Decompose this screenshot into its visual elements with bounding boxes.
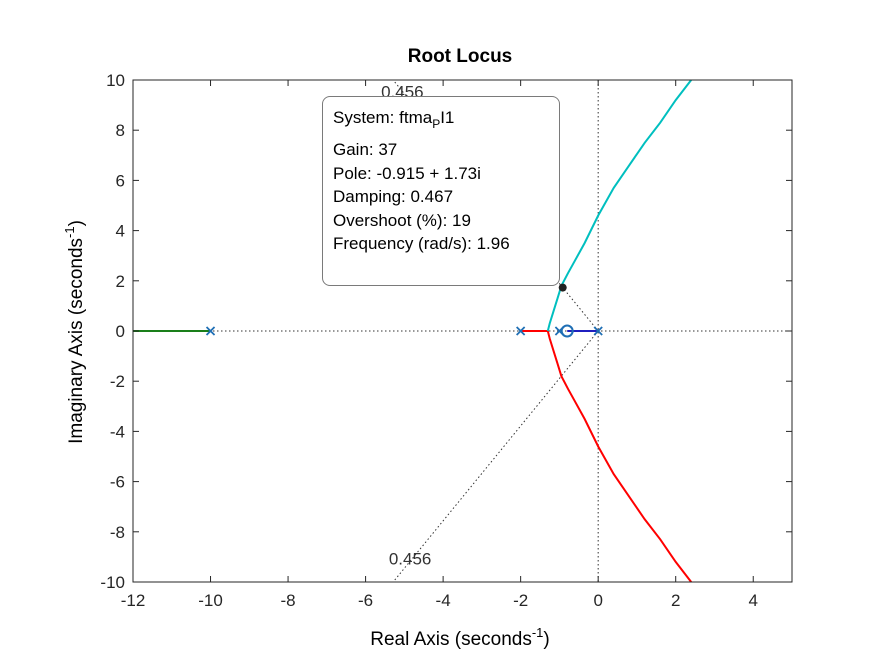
y-tick-label: 2 xyxy=(116,272,125,291)
x-tick-label: -2 xyxy=(513,591,528,610)
y-tick-label: 8 xyxy=(116,121,125,140)
datatip-damping: Damping: 0.467 xyxy=(333,187,454,206)
datatip-pole: Pole: -0.915 + 1.73i xyxy=(333,163,481,183)
y-tick-label: 0 xyxy=(116,322,125,341)
x-tick-label: -8 xyxy=(280,591,295,610)
datatip-frequency: Frequency (rad/s): 1.96 xyxy=(333,234,510,253)
x-tick-label: -10 xyxy=(198,591,223,610)
locus-branch-3 xyxy=(520,330,692,583)
y-tick-label: 4 xyxy=(116,222,125,241)
pole-marker-1 xyxy=(205,326,216,336)
x-tick-label: 4 xyxy=(749,591,758,610)
data-tip[interactable]: System: ftmaPI1 Gain: 37 Pole: -0.915 + … xyxy=(322,96,560,286)
selected-point-marker xyxy=(558,283,567,292)
x-tick-label: 2 xyxy=(671,591,680,610)
y-tick-label: 10 xyxy=(106,71,125,90)
y-tick-label: -4 xyxy=(110,422,125,441)
x-tick-label: 0 xyxy=(593,591,602,610)
y-tick-label: -2 xyxy=(110,372,125,391)
y-tick-label: 6 xyxy=(116,171,125,190)
y-tick-label: -6 xyxy=(110,473,125,492)
zero-marker-1 xyxy=(560,324,574,338)
x-tick-label: -6 xyxy=(358,591,373,610)
pole-marker-4 xyxy=(593,326,603,336)
datatip-overshoot: Overshoot (%): 19 xyxy=(333,210,471,230)
x-tick-label: -4 xyxy=(436,591,451,610)
x-tick-label: -12 xyxy=(121,591,146,610)
y-axis-label: Imaginary Axis (seconds-1) xyxy=(62,220,87,444)
damping-line-label: 0.456 xyxy=(389,549,432,568)
y-tick-label: -10 xyxy=(100,573,125,592)
chart-title: Root Locus xyxy=(408,46,513,67)
x-axis-label: Real Axis (seconds-1) xyxy=(370,625,549,650)
datatip-gain: Gain: 37 xyxy=(333,140,398,159)
pole-marker-2 xyxy=(516,326,526,336)
datatip-system: System: ftmaPI1 xyxy=(333,108,455,131)
y-tick-label: -8 xyxy=(110,523,125,542)
locus-branch-4 xyxy=(546,79,692,332)
